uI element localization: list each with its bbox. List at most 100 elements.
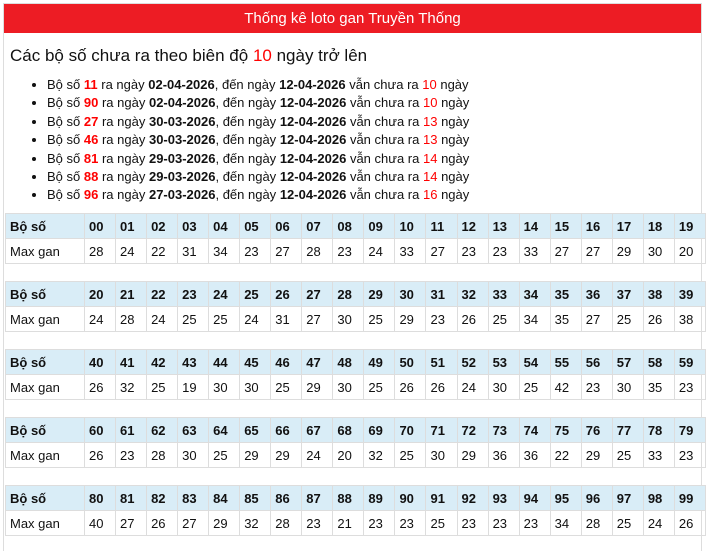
label: ngày xyxy=(440,77,469,92)
max-gan-cell: 23 xyxy=(456,510,489,536)
header-label: Bộ số xyxy=(5,213,85,239)
max-gan-cell: 36 xyxy=(518,442,551,468)
number: 88 xyxy=(83,168,99,184)
number-cell: 73 xyxy=(487,417,520,443)
data-row: Max gan 40 27 26 27 29 32 28 23 21 23 23 25 23 23 23 34 2… xyxy=(5,510,706,536)
number-cell: 53 xyxy=(487,349,520,375)
days: 14 xyxy=(422,150,438,166)
max-gan-cell: 29 xyxy=(270,442,303,468)
max-gan-cell: 25 xyxy=(363,306,396,332)
number-cell: 44 xyxy=(208,349,241,375)
max-gan-cell: 25 xyxy=(177,306,210,332)
number-cell: 85 xyxy=(239,485,272,511)
header-row: Bộ số 20 21 22 23 24 25 26 27 28 29 30 31 32 33 34 35 36 3… xyxy=(5,281,706,307)
number-cell: 55 xyxy=(549,349,582,375)
list-item: Bộ số 81 ra ngày 29-03-2026, đến ngày 12… xyxy=(47,150,701,168)
number-cell: 84 xyxy=(208,485,241,511)
header-row: Bộ số 00 01 02 03 04 05 06 07 08 09 10 11 12 13 14 15 16 1… xyxy=(5,213,706,239)
number-cell: 35 xyxy=(549,281,582,307)
max-gan-cell: 24 xyxy=(115,238,148,264)
max-gan-cell: 26 xyxy=(83,374,117,400)
header-label: Bộ số xyxy=(5,485,85,511)
max-gan-cell: 23 xyxy=(363,510,396,536)
max-gan-cell: 32 xyxy=(115,374,148,400)
max-gan-cell: 27 xyxy=(425,238,458,264)
number-cell: 50 xyxy=(394,349,427,375)
number-cell: 69 xyxy=(363,417,396,443)
max-gan-cell: 26 xyxy=(146,510,179,536)
from-date: 27-03-2026 xyxy=(148,187,216,203)
subtitle-suffix: ngày trở lên xyxy=(276,46,368,65)
number-cell: 92 xyxy=(456,485,489,511)
max-gan-cell: 30 xyxy=(208,374,241,400)
max-gan-cell: 25 xyxy=(425,510,458,536)
label: vẫn chưa ra xyxy=(349,77,419,92)
max-gan-cell: 24 xyxy=(363,238,396,264)
number-cell: 45 xyxy=(239,349,272,375)
number-cell: 36 xyxy=(580,281,613,307)
number-cell: 49 xyxy=(363,349,396,375)
max-gan-cell: 29 xyxy=(239,442,272,468)
number-cell: 60 xyxy=(83,417,117,443)
label: Bộ số xyxy=(47,113,81,129)
to-date: 12-04-2026 xyxy=(279,187,347,203)
number-cell: 05 xyxy=(239,213,272,239)
label: ra ngày xyxy=(101,95,146,111)
max-gan-cell: 24 xyxy=(456,374,489,400)
max-gan-cell: 30 xyxy=(425,442,458,468)
number-cell: 74 xyxy=(518,417,551,443)
number-cell: 30 xyxy=(394,281,427,307)
max-gan-cell: 30 xyxy=(642,238,675,264)
max-gan-cell: 26 xyxy=(394,374,427,400)
number-cell: 56 xyxy=(580,349,613,375)
data-row: Max gan 28 24 22 31 34 23 27 28 23 24 33 27 23 23 33 27 2… xyxy=(5,238,706,264)
header-label: Bộ số xyxy=(5,281,85,307)
max-gan-cell: 23 xyxy=(673,442,706,468)
max-gan-cell: 27 xyxy=(580,238,613,264)
number-cell: 90 xyxy=(394,485,427,511)
label: Bộ số xyxy=(47,132,81,148)
row-label: Max gan xyxy=(5,306,85,332)
label: , đến ngày xyxy=(214,77,276,92)
max-gan-cell: 33 xyxy=(642,442,675,468)
max-gan-cell: 25 xyxy=(394,442,427,468)
max-gan-cell: 24 xyxy=(239,306,272,332)
max-gan-cell: 34 xyxy=(549,510,582,536)
number-cell: 24 xyxy=(208,281,241,307)
list-item: Bộ số 46 ra ngày 30-03-2026, đến ngày 12… xyxy=(47,131,701,149)
number-cell: 62 xyxy=(146,417,179,443)
gan-list: Bộ số 11 ra ngày 02-04-2026, đến ngày 12… xyxy=(4,76,701,205)
spacer-cell xyxy=(5,263,706,282)
number-cell: 17 xyxy=(611,213,644,239)
number-cell: 39 xyxy=(673,281,706,307)
from-date: 29-03-2026 xyxy=(148,150,216,166)
number-cell: 77 xyxy=(611,417,644,443)
number-cell: 33 xyxy=(487,281,520,307)
number-cell: 34 xyxy=(518,281,551,307)
row-label: Max gan xyxy=(5,442,85,468)
number-cell: 04 xyxy=(208,213,241,239)
to-date: 12-04-2026 xyxy=(279,168,347,184)
max-gan-cell: 23 xyxy=(239,238,272,264)
number-cell: 14 xyxy=(518,213,551,239)
max-gan-cell: 42 xyxy=(549,374,582,400)
max-gan-cell: 26 xyxy=(456,306,489,332)
max-gan-cell: 25 xyxy=(611,306,644,332)
max-gan-cell: 28 xyxy=(115,306,148,332)
number-cell: 15 xyxy=(549,213,582,239)
days: 10 xyxy=(422,95,438,111)
header-row: Bộ số 80 81 82 83 84 85 86 87 88 89 90 91 92 93 94 95 96 9… xyxy=(5,485,706,511)
number-cell: 78 xyxy=(642,417,675,443)
max-gan-cell: 29 xyxy=(580,442,613,468)
number-cell: 57 xyxy=(611,349,644,375)
max-gan-cell: 25 xyxy=(518,374,551,400)
label: vẫn chưa ra xyxy=(349,187,420,203)
spacer-row xyxy=(5,467,706,486)
to-date: 12-04-2026 xyxy=(279,113,347,129)
number-cell: 94 xyxy=(518,485,551,511)
number-cell: 81 xyxy=(115,485,148,511)
number-cell: 89 xyxy=(363,485,396,511)
subtitle-prefix: Các bộ số chưa ra theo biên độ xyxy=(10,46,249,65)
number-cell: 37 xyxy=(611,281,644,307)
max-gan-cell: 24 xyxy=(146,306,179,332)
